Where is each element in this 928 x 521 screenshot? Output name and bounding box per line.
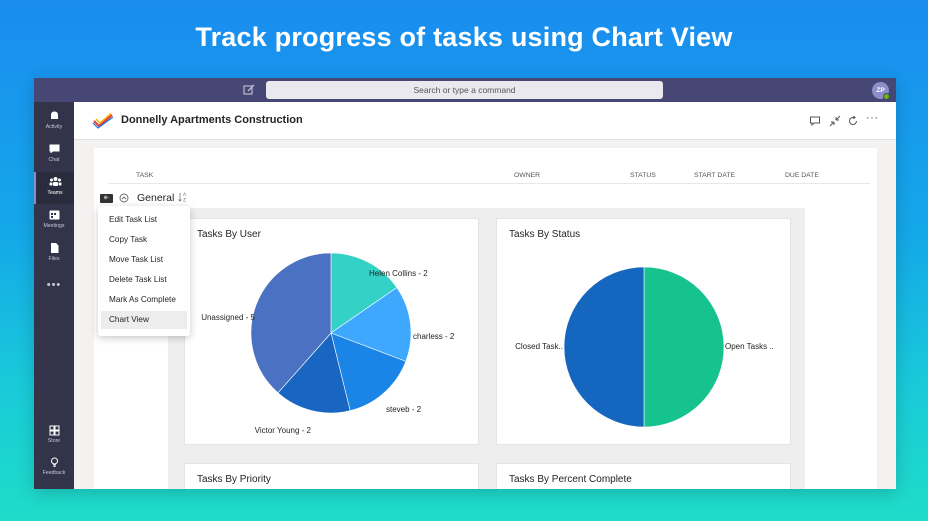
rail-item-feedback[interactable]: Feedback bbox=[34, 452, 74, 484]
rail-item-meetings[interactable]: Meetings bbox=[34, 205, 74, 237]
lightbulb-icon bbox=[50, 457, 58, 467]
column-header-task[interactable]: TASK bbox=[136, 172, 154, 179]
menu-item-edit-task-list[interactable]: Edit Task List bbox=[109, 215, 158, 224]
rail-item-chat[interactable]: Chat bbox=[34, 139, 74, 171]
rail-label: Store bbox=[47, 438, 61, 444]
rail-label: Meetings bbox=[43, 223, 65, 229]
pie-slice[interactable] bbox=[643, 266, 725, 428]
chart-card-by-user: Tasks By User Helen Collins - 2 charless … bbox=[184, 218, 479, 445]
sort-icon[interactable]: A Z bbox=[177, 191, 189, 203]
rail-item-store[interactable]: Store bbox=[34, 420, 74, 452]
pie-slice-label: Unassigned - 5 bbox=[201, 313, 255, 322]
page-title: Donnelly Apartments Construction bbox=[121, 114, 303, 126]
chat-icon bbox=[49, 144, 59, 154]
column-header-start-date[interactable]: START DATE bbox=[694, 172, 736, 179]
group-menu-button[interactable]: ⊕· bbox=[100, 194, 113, 203]
rail-label: Feedback bbox=[42, 470, 66, 476]
pie-slice[interactable] bbox=[563, 266, 645, 428]
chart-title: Tasks By User bbox=[197, 229, 261, 240]
rail-label: Activity bbox=[45, 124, 63, 130]
rail-item-activity[interactable]: Activity bbox=[34, 106, 74, 138]
file-icon bbox=[50, 243, 58, 253]
pie-slice-label: Closed Task.. bbox=[515, 342, 563, 351]
pie-slice-label: Open Tasks .. bbox=[725, 342, 774, 351]
top-bar: Search or type a command ZP bbox=[34, 78, 896, 102]
refresh-icon[interactable] bbox=[847, 115, 859, 127]
hero-title: Track progress of tasks using Chart View bbox=[195, 22, 733, 52]
charts-area: Tasks By User Helen Collins - 2 charless … bbox=[168, 208, 805, 489]
chart-card-by-percent-complete: Tasks By Percent Complete bbox=[496, 463, 791, 489]
column-header-due-date[interactable]: DUE DATE bbox=[785, 172, 819, 179]
pie-slice-label: Helen Collins - 2 bbox=[369, 269, 428, 278]
task-list-context-menu: Edit Task List Copy Task Move Task List … bbox=[98, 206, 190, 336]
pie-slice[interactable] bbox=[330, 332, 407, 412]
search-input[interactable]: Search or type a command bbox=[266, 81, 663, 99]
chart-title: Tasks By Status bbox=[509, 229, 581, 240]
menu-item-move-task-list[interactable]: Move Task List bbox=[109, 255, 163, 264]
rail-label: Chat bbox=[48, 157, 60, 163]
zoho-projects-logo-icon bbox=[92, 113, 114, 129]
menu-item-chart-view[interactable]: Chart View bbox=[101, 311, 187, 329]
store-icon bbox=[49, 425, 59, 436]
svg-text:A: A bbox=[183, 192, 187, 198]
header-divider bbox=[108, 183, 870, 184]
task-group-name[interactable]: General bbox=[137, 192, 175, 204]
more-options-icon[interactable]: ··· bbox=[866, 112, 879, 124]
svg-text:Z: Z bbox=[183, 198, 186, 204]
compose-icon[interactable] bbox=[242, 83, 256, 97]
conversation-icon[interactable] bbox=[809, 115, 821, 127]
pie-chart-by-user: Helen Collins - 2 charless - 2 steveb - 2 V… bbox=[201, 252, 455, 435]
task-list-panel: TASK OWNER STATUS START DATE DUE DATE ⊕·… bbox=[94, 148, 877, 489]
channel-header: Donnelly Apartments Construction ··· bbox=[74, 102, 896, 140]
pie-slice-label: charless - 2 bbox=[413, 332, 455, 341]
column-header-owner[interactable]: OWNER bbox=[514, 172, 541, 179]
menu-item-mark-as-complete[interactable]: Mark As Complete bbox=[109, 295, 176, 304]
teams-app-window: Search or type a command ZP Activity Cha… bbox=[34, 78, 896, 489]
rail-label: Files bbox=[48, 256, 60, 262]
chart-card-by-priority: Tasks By Priority bbox=[184, 463, 479, 489]
rail-item-files[interactable]: Files bbox=[34, 238, 74, 270]
app-rail: Activity Chat Teams Meetings Files bbox=[34, 102, 74, 489]
pie-chart-by-status: Open Tasks .. Closed Task.. bbox=[515, 266, 774, 428]
pie-slice[interactable] bbox=[277, 332, 351, 414]
rail-label: Teams bbox=[47, 190, 63, 196]
teams-icon bbox=[49, 177, 61, 186]
chart-card-by-status: Tasks By Status Open Tasks .. Closed Task… bbox=[496, 218, 791, 445]
bell-icon bbox=[50, 111, 58, 120]
pie-slice-label: steveb - 2 bbox=[386, 405, 422, 414]
presence-status-icon bbox=[883, 93, 890, 100]
rail-item-teams[interactable]: Teams bbox=[34, 172, 74, 204]
pie-slice[interactable] bbox=[330, 252, 398, 334]
calendar-icon bbox=[49, 210, 59, 220]
column-header-status[interactable]: STATUS bbox=[630, 172, 656, 179]
menu-item-copy-task[interactable]: Copy Task bbox=[109, 235, 148, 244]
pie-slice[interactable] bbox=[250, 252, 332, 394]
collapse-arrows-icon[interactable] bbox=[829, 115, 841, 127]
collapse-icon[interactable] bbox=[119, 193, 129, 203]
pie-slice[interactable] bbox=[330, 287, 412, 362]
chart-title: Tasks By Percent Complete bbox=[509, 474, 632, 485]
menu-item-delete-task-list[interactable]: Delete Task List bbox=[109, 275, 167, 284]
chart-title: Tasks By Priority bbox=[197, 474, 271, 485]
more-apps-icon[interactable]: ••• bbox=[46, 279, 62, 291]
pie-slice-label: Victor Young - 2 bbox=[255, 426, 312, 435]
